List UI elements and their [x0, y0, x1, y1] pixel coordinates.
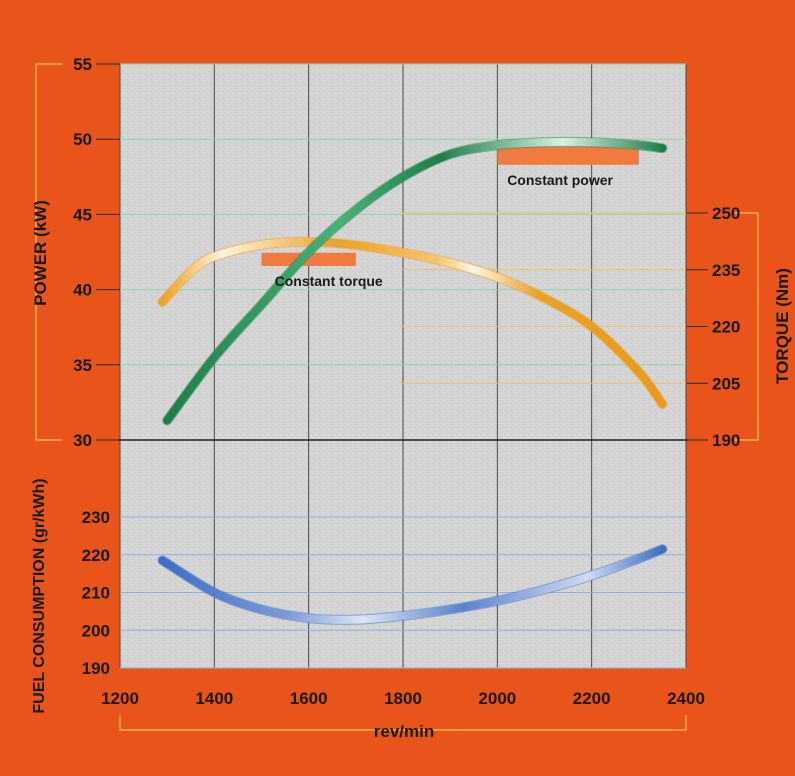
torque-axis-title: TORQUE (Nm) — [773, 268, 792, 384]
annotation-bars — [261, 146, 639, 266]
power-tick-30: 30 — [73, 431, 92, 450]
annotation-labels: Constant torque Constant power — [275, 172, 614, 289]
tick-labels: 30 35 40 45 50 55 190 205 220 235 250 190 200 210 220 2… — [73, 55, 740, 708]
x-tick-1400: 1400 — [195, 689, 233, 708]
annotation-label-1: Constant power — [507, 172, 613, 188]
power-tick-40: 40 — [73, 281, 92, 300]
data-curves — [157, 136, 668, 625]
annotation-bar-0 — [261, 252, 356, 266]
x-tick-1800: 1800 — [384, 689, 422, 708]
fuel-tick-200: 200 — [82, 621, 110, 640]
x-tick-1200: 1200 — [101, 689, 139, 708]
x-tick-2000: 2000 — [478, 689, 516, 708]
torque-tick-190: 190 — [712, 431, 740, 450]
fuel-tick-190: 190 — [82, 659, 110, 678]
torque-tick-250: 250 — [712, 204, 740, 223]
power-bracket — [35, 63, 62, 441]
torque-tick-205: 205 — [712, 374, 740, 393]
power-tick-55: 55 — [73, 55, 92, 74]
power-tick-50: 50 — [73, 130, 92, 149]
fuel-tick-220: 220 — [82, 546, 110, 565]
power-tick-35: 35 — [73, 356, 92, 375]
fuel-curve — [158, 545, 667, 624]
fuel-tick-230: 230 — [82, 508, 110, 527]
x-tick-2400: 2400 — [667, 689, 705, 708]
power-tick-45: 45 — [73, 205, 92, 224]
torque-bracket — [735, 212, 759, 441]
x-tick-1600: 1600 — [290, 689, 328, 708]
power-axis-title: POWER (kW) — [31, 200, 50, 306]
fuel-tick-210: 210 — [82, 584, 110, 603]
fuel-axis-title: FUEL CONSUMPTION (gr/kWh) — [31, 478, 48, 713]
annotation-label-0: Constant torque — [275, 273, 383, 289]
torque-tick-220: 220 — [712, 318, 740, 337]
x-axis-title: rev/min — [374, 722, 434, 741]
torque-curve — [158, 237, 667, 409]
torque-tick-235: 235 — [712, 261, 740, 280]
axis-brackets — [35, 63, 759, 731]
annotation-bar-1 — [497, 146, 639, 165]
power-curve — [163, 137, 667, 425]
x-tick-2200: 2200 — [573, 689, 611, 708]
x-bracket — [119, 715, 687, 731]
